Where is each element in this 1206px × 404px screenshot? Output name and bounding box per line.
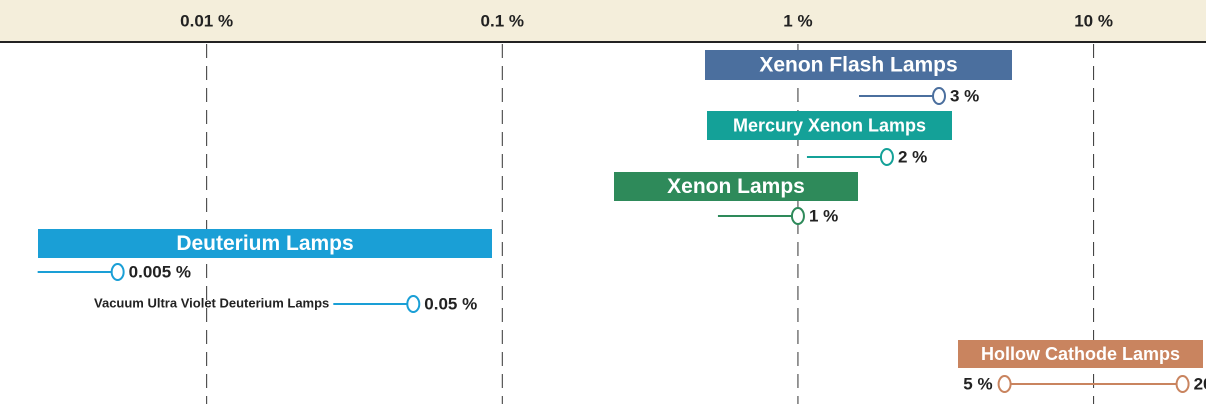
label-box: [958, 340, 1203, 368]
value-marker: [879, 148, 894, 166]
value-label: 1 %: [809, 206, 838, 225]
label-box: [707, 111, 952, 140]
value-marker: [790, 207, 805, 225]
value-marker: [997, 375, 1012, 393]
value-marker: [1175, 375, 1190, 393]
value-marker: [406, 295, 421, 313]
x-tick-label: 0.1 %: [481, 11, 524, 30]
value-label: 2 %: [898, 147, 927, 166]
label-box: [38, 229, 492, 258]
value-marker: [932, 87, 947, 105]
series-label: Xenon Flash Lamps: [759, 54, 957, 77]
value-label: 0.005 %: [129, 262, 191, 281]
series-label: Mercury Xenon Lamps: [733, 115, 926, 135]
value-label: 3 %: [950, 86, 979, 105]
label-box: [614, 172, 858, 201]
series-label: Deuterium Lamps: [176, 232, 353, 255]
x-tick-label: 10 %: [1074, 11, 1113, 30]
value-label: 0.05 %: [424, 294, 477, 313]
axis-header: [0, 0, 1206, 42]
value-label: 5 %: [963, 374, 992, 393]
label-box: [705, 50, 1012, 80]
x-tick-label: 0.01 %: [180, 11, 233, 30]
value-label: 20 %: [1194, 374, 1206, 393]
series-label: Xenon Lamps: [667, 175, 805, 198]
value-marker: [110, 263, 125, 281]
series-label: Hollow Cathode Lamps: [981, 344, 1180, 364]
series-label: Vacuum Ultra Violet Deuterium Lamps: [94, 295, 329, 310]
x-tick-label: 1 %: [783, 11, 812, 30]
